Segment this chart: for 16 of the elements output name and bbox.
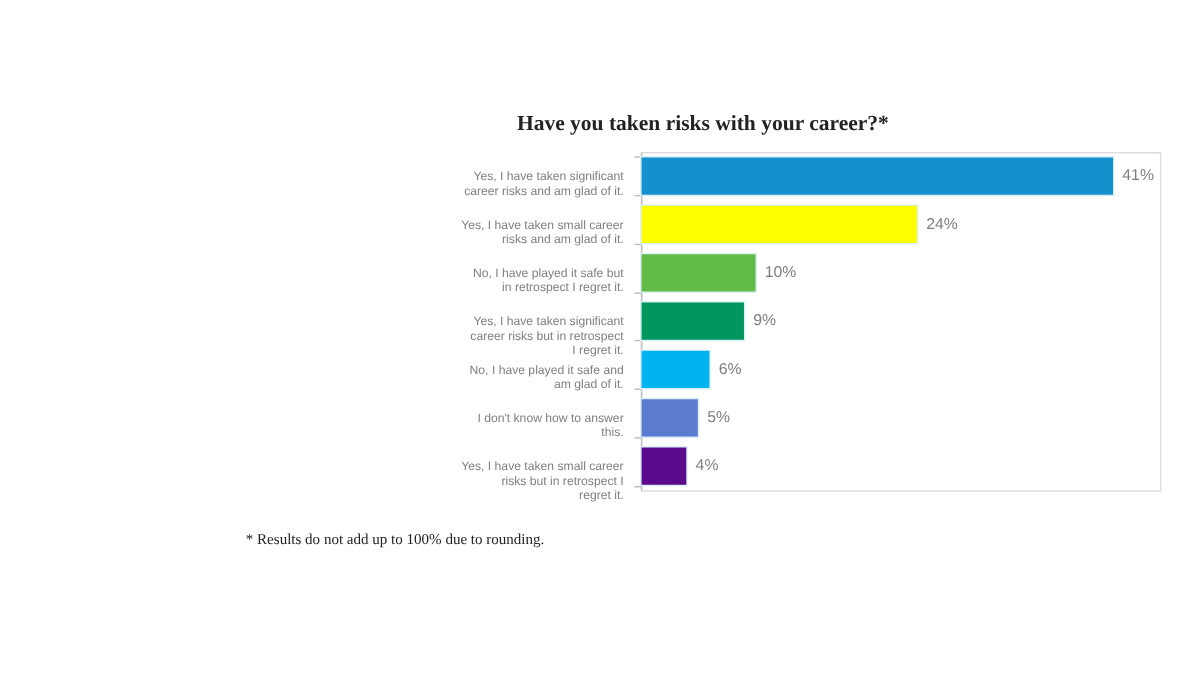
bar [640,204,919,245]
bar [640,349,711,390]
data-label: 4% [695,456,719,475]
chart-title: Have you taken risks with your career?* [516,111,889,136]
data-label: 24% [926,214,958,233]
text: * Results do not add up to 100% due to rounding. [245,530,545,549]
bar [640,397,700,438]
bar [640,446,688,487]
data-label: 41% [1122,166,1154,185]
data-label: 6% [718,359,742,378]
bar [640,156,1115,197]
bar [640,301,746,342]
data-label: 10% [764,263,797,282]
data-label: 9% [753,311,777,330]
data-label: 5% [707,408,730,427]
bar [640,252,757,293]
